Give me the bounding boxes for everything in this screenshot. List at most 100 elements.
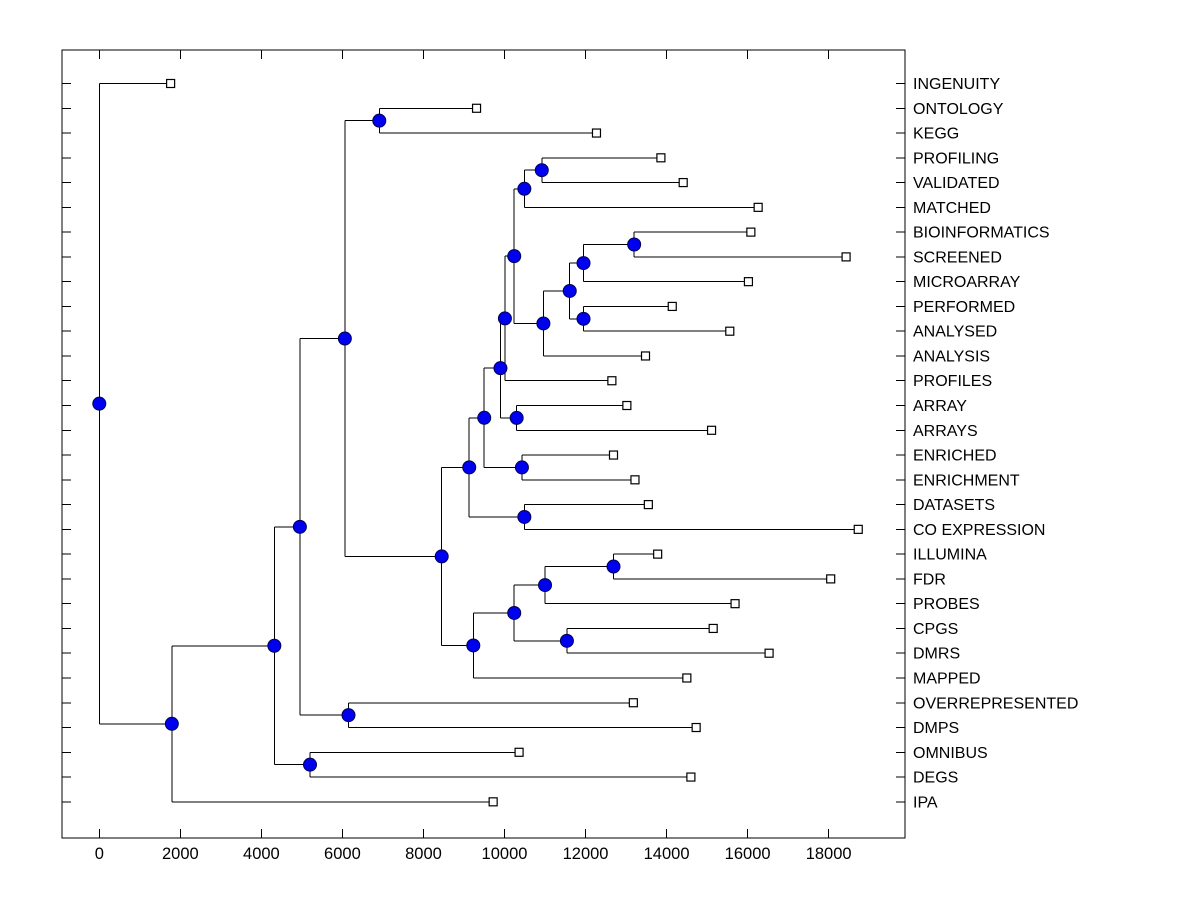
leaf-label-ingenuity: INGENUITY (913, 76, 1000, 93)
leaf-node-marker-omnibus[interactable] (514, 747, 524, 757)
branch-node-marker-n6[interactable] (341, 708, 356, 723)
leaf-node-marker-array[interactable] (622, 400, 632, 411)
leaf-node-marker-validated[interactable] (678, 177, 688, 188)
branch-node-marker-n22[interactable] (517, 181, 532, 196)
x-axis-tick-label: 16000 (725, 845, 771, 863)
x-axis-tick-label: 8000 (405, 845, 442, 863)
leaf-label-enriched: ENRICHED (913, 448, 997, 465)
leaf-node-marker-datasets[interactable] (643, 499, 653, 510)
leaf-node-marker-ontology[interactable] (471, 103, 482, 113)
x-axis-tick-label: 10000 (482, 845, 528, 863)
branch-node-marker-n7[interactable] (372, 113, 387, 128)
leaf-label-mapped: MAPPED (913, 670, 981, 687)
leaf-label-dmps: DMPS (913, 720, 959, 737)
branch-node-marker-n25[interactable] (562, 283, 577, 298)
leaf-node-marker-overrepresented[interactable] (628, 698, 638, 708)
leaf-node-marker-mapped[interactable] (682, 673, 692, 683)
leaf-node-marker-fdr[interactable] (826, 574, 836, 584)
branch-node-marker-n8[interactable] (434, 549, 449, 564)
branch-node-marker-n27[interactable] (576, 311, 591, 326)
leaf-label-illumina: ILLUMINA (913, 547, 987, 564)
leaf-node-marker-ingenuity[interactable] (166, 78, 176, 89)
branch-node-marker-n5[interactable] (337, 331, 352, 346)
leaf-node-marker-dmps[interactable] (691, 722, 701, 733)
branch-node-marker-n14[interactable] (493, 361, 508, 376)
plot-frame (61, 49, 906, 839)
branch-node-marker-root[interactable] (92, 396, 107, 411)
branch-node-marker-n11[interactable] (477, 410, 492, 425)
leaf-node-marker-profiles[interactable] (607, 376, 617, 386)
x-axis-tick-label: 0 (95, 845, 104, 863)
leaf-label-arrays: ARRAYS (913, 423, 978, 440)
leaf-node-marker-analysis[interactable] (640, 351, 651, 361)
branch-node-marker-n24[interactable] (534, 163, 549, 178)
leaf-label-profiles: PROFILES (913, 373, 992, 390)
leaf-label-cpgs: CPGS (913, 621, 958, 638)
branch-node-marker-n18[interactable] (497, 311, 512, 326)
branch-node-marker-n19[interactable] (509, 410, 524, 425)
branch-node-marker-n3[interactable] (292, 519, 307, 534)
branch-node-marker-n23[interactable] (536, 316, 551, 331)
x-axis-tick-label: 2000 (162, 845, 199, 863)
leaf-label-ontology: ONTOLOGY (913, 101, 1004, 118)
leaf-label-microarray: MICROARRAY (913, 274, 1021, 291)
leaf-label-kegg: KEGG (913, 126, 959, 143)
branch-node-marker-n15[interactable] (514, 460, 529, 475)
leaf-label-profiling: PROFILING (913, 150, 999, 167)
leaf-label-fdr: FDR (913, 571, 946, 588)
leaf-node-marker-analysed[interactable] (725, 326, 735, 336)
leaf-label-matched: MATCHED (913, 200, 991, 217)
branch-node-marker-n10[interactable] (466, 638, 481, 653)
leaf-node-marker-screened[interactable] (841, 252, 851, 262)
leaf-node-marker-profiling[interactable] (656, 153, 666, 163)
leaf-node-marker-degs[interactable] (686, 772, 696, 782)
leaf-label-co-expression: CO EXPRESSION (913, 522, 1045, 539)
leaf-node-marker-kegg[interactable] (591, 128, 602, 138)
leaf-node-marker-cpgs[interactable] (708, 623, 718, 634)
leaf-node-marker-matched[interactable] (753, 202, 763, 212)
x-axis-tick-label: 14000 (644, 845, 690, 863)
leaf-label-analysed: ANALYSED (913, 324, 997, 341)
leaf-label-overrepresented: OVERREPRESENTED (913, 695, 1078, 712)
branch-node-marker-n17[interactable] (559, 633, 574, 648)
leaf-label-dmrs: DMRS (913, 646, 960, 663)
branch-node-marker-n2[interactable] (267, 638, 282, 653)
leaf-node-marker-arrays[interactable] (706, 425, 717, 435)
leaf-label-ipa: IPA (913, 794, 938, 811)
leaf-label-omnibus: OMNIBUS (913, 745, 988, 762)
leaf-node-marker-dmrs[interactable] (764, 648, 774, 658)
branch-node-marker-n26[interactable] (576, 256, 591, 271)
branch-node-marker-n16[interactable] (538, 578, 553, 593)
x-axis-tick-label: 4000 (243, 845, 280, 863)
leaf-label-validated: VALIDATED (913, 175, 1000, 192)
branch-node-marker-n9[interactable] (462, 460, 477, 475)
leaf-node-marker-performed[interactable] (667, 301, 677, 312)
leaf-label-degs: DEGS (913, 770, 958, 787)
x-axis-tick-label: 6000 (324, 845, 361, 863)
branch-node-marker-n20[interactable] (606, 559, 621, 574)
x-axis-tick-label: 18000 (806, 845, 852, 863)
leaf-node-marker-microarray[interactable] (743, 277, 754, 287)
branch-node-marker-n12[interactable] (517, 509, 532, 524)
leaf-node-marker-enrichment[interactable] (630, 475, 640, 485)
leaf-node-marker-illumina[interactable] (653, 549, 663, 559)
leaf-node-marker-ipa[interactable] (488, 797, 498, 807)
leaf-label-array: ARRAY (913, 398, 967, 415)
leaf-label-analysis: ANALYSIS (913, 348, 990, 365)
leaf-label-screened: SCREENED (913, 249, 1002, 266)
x-axis-tick-label: 12000 (563, 845, 609, 863)
branch-node-marker-n28[interactable] (627, 237, 642, 252)
leaf-node-marker-probes[interactable] (730, 599, 740, 609)
leaf-label-probes: PROBES (913, 596, 980, 613)
leaf-label-enrichment: ENRICHMENT (913, 472, 1020, 489)
branch-node-marker-n4[interactable] (303, 757, 318, 772)
branch-node-marker-n21[interactable] (507, 249, 522, 264)
branch-node-marker-n13[interactable] (507, 605, 522, 620)
leaf-node-marker-enriched[interactable] (608, 450, 619, 460)
leaf-label-bioinformatics: BIOINFORMATICS (913, 225, 1050, 242)
leaf-node-marker-bioinformatics[interactable] (746, 227, 756, 237)
branch-node-marker-n1[interactable] (164, 716, 179, 731)
leaf-node-marker-co-expression[interactable] (853, 524, 863, 534)
